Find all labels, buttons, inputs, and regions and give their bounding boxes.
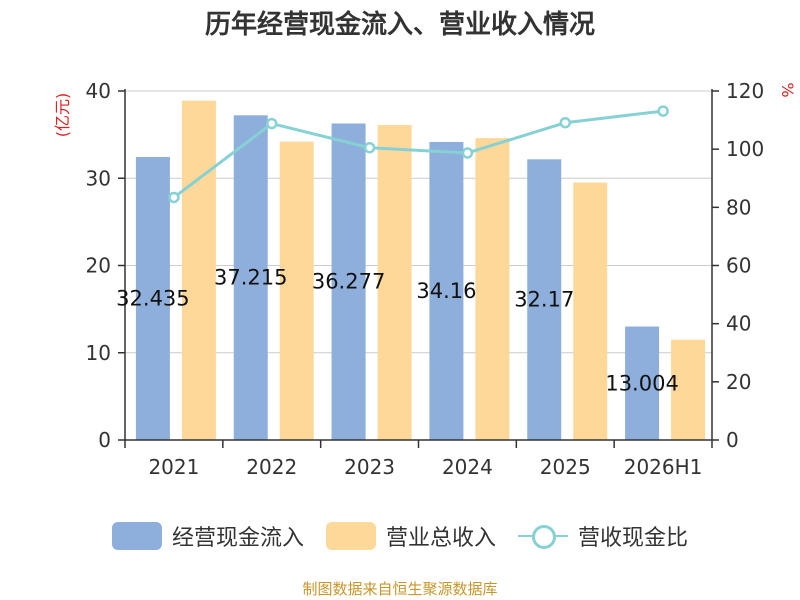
y-left-tick-label: 10 (86, 341, 111, 365)
ratio-point (168, 191, 180, 204)
data-label-cash-inflow: 32.435 (116, 287, 189, 311)
x-tick-label: 2022 (246, 455, 297, 479)
source-note: 制图数据来自恒生聚源数据库 (302, 580, 498, 598)
axes: 0 10 20 30 40 0 20 40 60 80 100 120 2021 2022 2023 2024… (86, 79, 765, 479)
x-tick-label: 2023 (344, 455, 395, 479)
legend-item-ratio[interactable]: 营收现金比 (518, 520, 688, 552)
y-left-tick-label: 40 (86, 79, 111, 103)
data-label-cash-inflow: 34.16 (416, 279, 476, 303)
data-label-cash-inflow: 37.215 (214, 266, 287, 290)
x-tick-label: 2021 (148, 455, 199, 479)
bar-cash-inflow (625, 326, 660, 440)
bar-revenue (573, 182, 608, 441)
legend-label-cash-inflow: 经营现金流入 (171, 526, 304, 551)
legend-swatch-revenue (325, 522, 376, 550)
data-label-cash-inflow: 13.004 (605, 371, 678, 395)
data-label-cash-inflow: 36.277 (312, 270, 385, 294)
y-right-tick-label: 0 (726, 428, 739, 452)
y-right-tick-label: 60 (726, 254, 751, 278)
ratio-point (461, 147, 474, 159)
bar-revenue (181, 100, 216, 440)
legend: 经营现金流入 营业总收入 营收现金比 (0, 516, 800, 556)
bar-cash-inflow (233, 115, 268, 440)
bar-revenue (671, 339, 706, 440)
ratio-point (266, 117, 278, 130)
bar-cash-inflow (331, 123, 366, 440)
legend-item-cash-inflow[interactable]: 经营现金流入 (111, 520, 304, 552)
y-right-tick-label: 20 (726, 370, 751, 394)
y-right-tick-label: 40 (726, 312, 751, 336)
y-left-tick-label: 20 (86, 254, 111, 278)
chart-title: 历年经营现金流入、营业收入情况 (204, 10, 595, 40)
ratio-point (657, 105, 669, 117)
legend-label-ratio: 营收现金比 (578, 526, 689, 551)
data-label-cash-inflow: 32.17 (514, 288, 574, 312)
y-right-tick-label: 80 (726, 195, 751, 219)
bar-revenue (279, 141, 314, 441)
bar-cash-inflow (429, 141, 464, 441)
legend-label-revenue: 营业总收入 (385, 526, 496, 551)
x-tick-label: 2026H1 (624, 455, 703, 479)
bar-revenue (377, 125, 412, 440)
ratio-line (168, 105, 669, 204)
y-right-tick-label: 100 (726, 137, 764, 161)
ratio-line-path (173, 109, 664, 199)
y-left-unit: (亿元) (53, 93, 72, 138)
legend-line-marker-icon (518, 522, 568, 550)
grid-lines (125, 90, 712, 354)
y-right-tick-label: 120 (726, 79, 764, 103)
x-tick-label: 2024 (442, 455, 493, 479)
legend-item-revenue[interactable]: 营业总收入 (325, 520, 496, 552)
legend-swatch-cash-inflow (111, 522, 162, 550)
y-left-tick-label: 30 (86, 166, 111, 190)
bar-marks (135, 100, 706, 441)
y-right-unit: % (778, 82, 797, 97)
ratio-point (559, 116, 571, 129)
bar-cash-inflow (527, 159, 562, 440)
ratio-point (363, 141, 376, 154)
x-tick-label: 2025 (540, 455, 591, 479)
data-labels: 32.435 37.215 36.277 34.16 32.17 13.004 (116, 266, 679, 396)
y-left-tick-label: 0 (98, 428, 111, 452)
bar-revenue (475, 138, 510, 441)
bar-cash-inflow (135, 157, 170, 440)
